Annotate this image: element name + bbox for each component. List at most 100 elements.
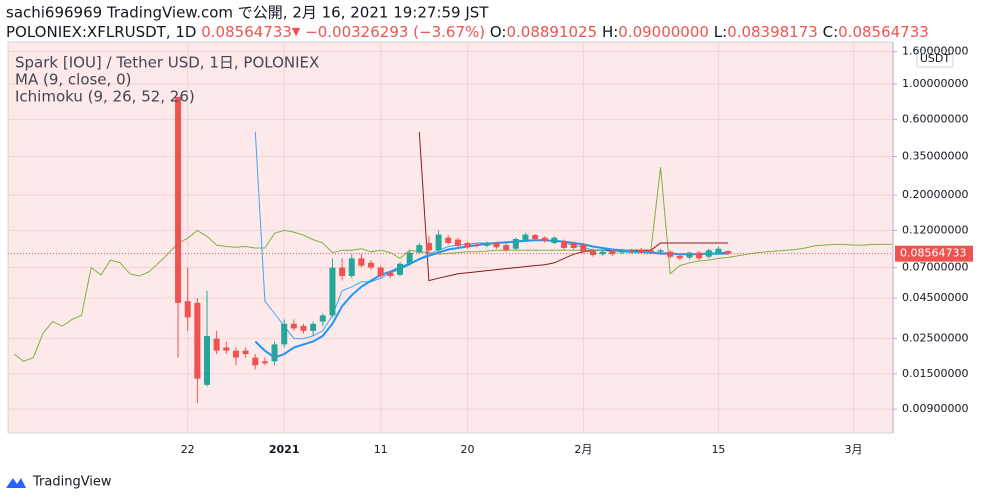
candle-body bbox=[532, 235, 539, 239]
high: 0.09000000 bbox=[618, 23, 709, 41]
candle-body bbox=[667, 251, 674, 257]
plot-area bbox=[7, 41, 894, 434]
candle-body bbox=[242, 350, 249, 355]
candle-body bbox=[204, 335, 210, 385]
candle-body bbox=[638, 249, 645, 253]
x-tick-label: 20 bbox=[461, 443, 475, 456]
candle-body bbox=[358, 258, 365, 266]
candle-body bbox=[406, 252, 413, 264]
candle-body bbox=[599, 251, 606, 255]
candle-body bbox=[454, 239, 461, 246]
low: 0.08398173 bbox=[727, 23, 818, 41]
candle-body bbox=[705, 250, 712, 257]
y-tick-label: 0.04500000 bbox=[902, 291, 968, 304]
candle-body bbox=[261, 361, 268, 364]
symbol: POLONIEX:XFLRUSDT, 1D bbox=[6, 23, 196, 41]
candle-body bbox=[213, 338, 220, 351]
candle-body bbox=[319, 315, 326, 322]
y-tick-label: 0.20000000 bbox=[902, 188, 968, 201]
candle-body bbox=[618, 250, 625, 253]
header-line: sachi696969 TradingView.com で公開, 2月 16, … bbox=[6, 4, 489, 22]
legend-text: MA (9, close, 0) bbox=[15, 71, 131, 89]
candle-body bbox=[541, 237, 548, 241]
y-tick-label: 0.02500000 bbox=[902, 332, 968, 345]
o-label: O: bbox=[490, 23, 507, 41]
candle-body bbox=[387, 272, 394, 276]
x-tick-label: 2021 bbox=[269, 443, 300, 456]
candle-body bbox=[445, 237, 452, 243]
legend-text: Ichimoku (9, 26, 52, 26) bbox=[15, 88, 195, 106]
candle-body bbox=[184, 301, 191, 318]
logo-icon bbox=[6, 478, 26, 488]
x-tick-label: 15 bbox=[711, 443, 725, 456]
candle-body bbox=[715, 248, 722, 253]
candle-body bbox=[397, 263, 403, 275]
y-tick-label: 1.60000000 bbox=[902, 45, 968, 58]
candle-body bbox=[310, 323, 317, 331]
candle-body bbox=[435, 234, 442, 251]
candle-body bbox=[281, 323, 288, 345]
l-label: L: bbox=[714, 23, 727, 41]
candle-body bbox=[290, 323, 297, 329]
change: −0.00326293 (−3.67%) bbox=[305, 23, 485, 41]
candle-body bbox=[551, 237, 558, 243]
header-quote: POLONIEX:XFLRUSDT, 1D 0.08564733▼ −0.003… bbox=[6, 23, 929, 41]
candle-body bbox=[416, 245, 423, 253]
last-price-label: 0.08564733 bbox=[900, 247, 966, 260]
brand: TradingView bbox=[32, 475, 112, 490]
candle-body bbox=[232, 350, 239, 358]
arrow: ▼ bbox=[292, 25, 301, 38]
candle-body bbox=[271, 344, 278, 362]
y-tick-label: 0.07000000 bbox=[902, 261, 968, 274]
candle-body bbox=[464, 242, 471, 248]
candle-body bbox=[609, 251, 616, 255]
candle-body bbox=[628, 250, 635, 252]
candle-body bbox=[474, 244, 481, 246]
indicator-line bbox=[418, 131, 729, 282]
last-price-box bbox=[895, 245, 973, 262]
candle-body bbox=[425, 242, 432, 251]
chart-layer: 1.60000000 1.00000000 0.60000000 0.35000000… bbox=[8, 42, 973, 456]
x-tick-label: 2月 bbox=[574, 443, 592, 456]
y-tick-label: 0.12000000 bbox=[902, 223, 968, 236]
candle-body bbox=[194, 302, 201, 379]
candle-body bbox=[590, 250, 596, 256]
x-tick-label: 22 bbox=[181, 443, 195, 456]
indicator-line bbox=[254, 239, 729, 359]
open: 0.08891025 bbox=[506, 23, 597, 41]
y-tick-label: 0.00900000 bbox=[902, 402, 968, 415]
unit-label: USDT bbox=[920, 52, 951, 65]
candle-body bbox=[223, 347, 230, 351]
candle-body bbox=[522, 234, 529, 241]
candle-body bbox=[483, 242, 490, 246]
candle-body bbox=[368, 262, 375, 268]
y-tick-label: 1.00000000 bbox=[902, 77, 968, 90]
candle-body bbox=[329, 267, 336, 316]
unit-box bbox=[916, 49, 954, 68]
h-label: H: bbox=[602, 23, 618, 41]
c-label: C: bbox=[823, 23, 839, 41]
candle-body bbox=[300, 326, 307, 331]
candle-body bbox=[686, 252, 693, 258]
candle-body bbox=[570, 242, 577, 248]
candle-body bbox=[339, 267, 346, 276]
y-tick-label: 0.35000000 bbox=[902, 150, 968, 163]
candle-body bbox=[503, 245, 510, 251]
candle-body bbox=[561, 240, 568, 248]
logo: TradingView bbox=[6, 475, 112, 490]
candle-body bbox=[348, 258, 355, 276]
candle-body bbox=[377, 267, 384, 276]
candle-body bbox=[657, 250, 664, 252]
candle-body bbox=[725, 251, 732, 254]
candle-body bbox=[493, 242, 500, 248]
candle-body bbox=[175, 96, 182, 303]
x-tick-label: 11 bbox=[374, 443, 388, 456]
candle-body bbox=[252, 357, 259, 366]
y-tick-label: 0.60000000 bbox=[902, 112, 968, 125]
candle-body bbox=[512, 238, 519, 249]
x-tick-label: 3月 bbox=[845, 443, 863, 456]
close: 0.08564733 bbox=[838, 23, 929, 41]
price: 0.08564733 bbox=[201, 23, 292, 41]
candle-body bbox=[676, 255, 683, 259]
